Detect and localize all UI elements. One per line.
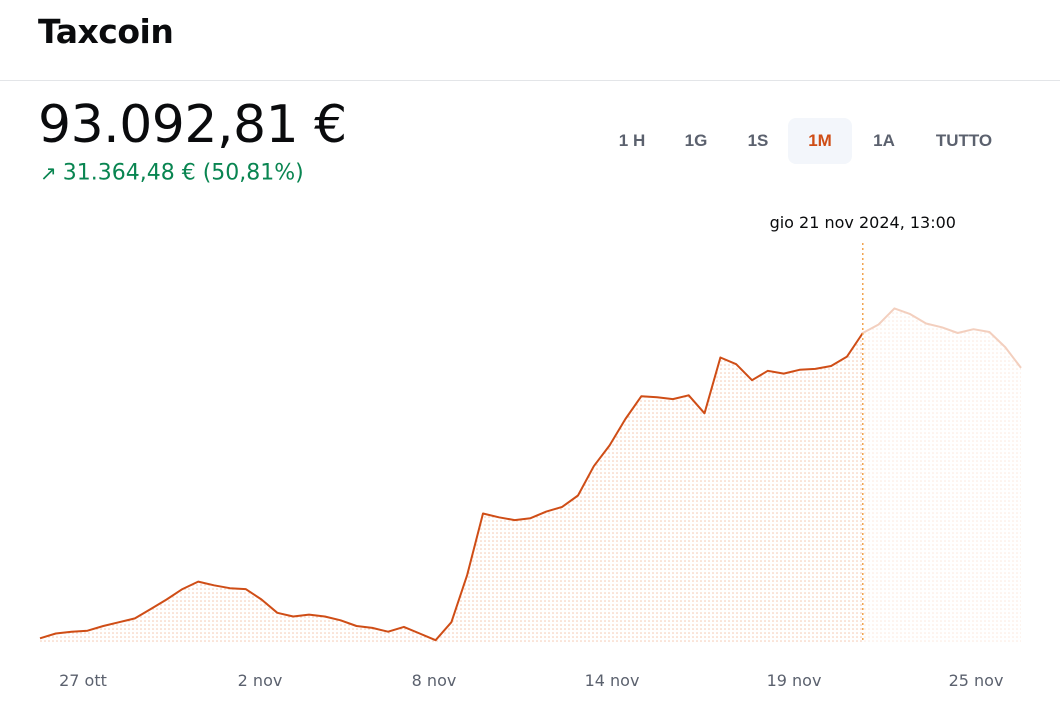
app-header: Taxcoin bbox=[0, 0, 1060, 81]
range-1g[interactable]: 1G bbox=[684, 131, 708, 150]
price-value: 93.092,81 € bbox=[38, 95, 347, 155]
arrow-up-right-icon: ↗ bbox=[40, 161, 57, 185]
price-change-text: 31.364,48 € (50,81%) bbox=[62, 160, 304, 186]
x-tick-label: 14 nov bbox=[585, 671, 640, 690]
series-line-faded bbox=[862, 307, 1022, 369]
range-1a[interactable]: 1A bbox=[873, 131, 895, 150]
page-title: Taxcoin bbox=[38, 12, 174, 51]
x-tick-label: 2 nov bbox=[238, 671, 283, 690]
range-tutto[interactable]: TUTTO bbox=[935, 131, 993, 150]
series-line bbox=[39, 332, 864, 642]
price-change: ↗ 31.364,48 € (50,81%) bbox=[40, 160, 304, 186]
range-1s[interactable]: 1S bbox=[747, 131, 769, 150]
x-tick-label: 8 nov bbox=[412, 671, 457, 690]
range-1h[interactable]: 1 H bbox=[618, 131, 646, 150]
area-fill-faded bbox=[862, 308, 1021, 643]
area-fill bbox=[40, 333, 863, 643]
range-1m[interactable]: 1M bbox=[788, 118, 852, 164]
x-tick-label: 19 nov bbox=[767, 671, 822, 690]
x-tick-label: 25 nov bbox=[949, 671, 1004, 690]
hover-label: gio 21 nov 2024, 13:00 bbox=[770, 213, 956, 232]
x-tick-label: 27 ott bbox=[59, 671, 107, 690]
